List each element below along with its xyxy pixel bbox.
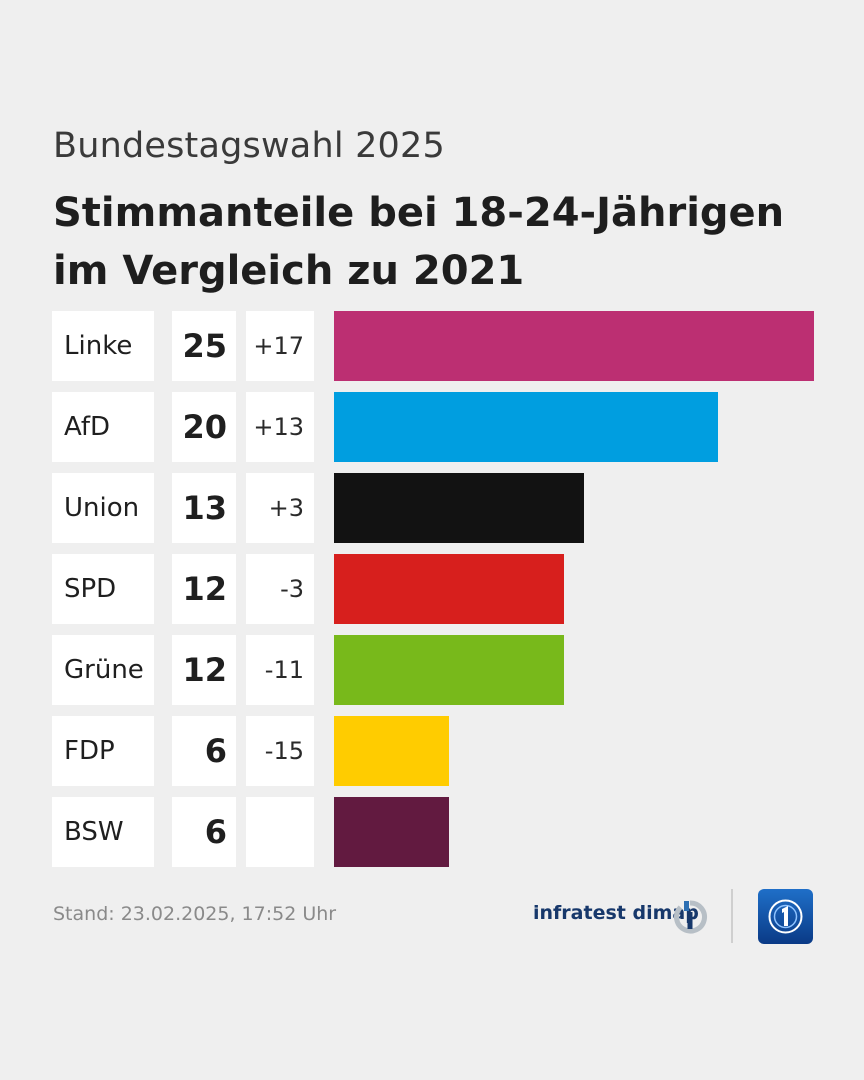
chart-row-bsw: BSW 6 bbox=[52, 797, 822, 867]
chart-title-line-2: im Vergleich zu 2021 bbox=[53, 248, 525, 294]
party-label: Linke bbox=[64, 331, 133, 361]
vote-share-value: 6 bbox=[204, 732, 227, 770]
chart-row-linke: Linke 25 +17 bbox=[52, 311, 822, 381]
party-label-cell: FDP bbox=[52, 716, 154, 786]
party-label-cell: Union bbox=[52, 473, 154, 543]
footer-divider bbox=[731, 889, 733, 943]
bar-spd bbox=[334, 554, 564, 624]
party-label-cell: Linke bbox=[52, 311, 154, 381]
party-label: AfD bbox=[64, 412, 111, 442]
bar-fdp bbox=[334, 716, 449, 786]
change-value: +17 bbox=[253, 332, 304, 360]
party-label-cell: BSW bbox=[52, 797, 154, 867]
chart-row-fdp: FDP 6 -15 bbox=[52, 716, 822, 786]
change-value: -11 bbox=[264, 656, 304, 684]
chart-row-union: Union 13 +3 bbox=[52, 473, 822, 543]
change-cell: +17 bbox=[246, 311, 314, 381]
vote-share-cell: 6 bbox=[172, 716, 236, 786]
vote-share-cell: 6 bbox=[172, 797, 236, 867]
vote-share-value: 13 bbox=[182, 489, 227, 527]
change-value: +13 bbox=[253, 413, 304, 441]
change-cell: -11 bbox=[246, 635, 314, 705]
party-label: Grüne bbox=[64, 655, 144, 685]
party-label: FDP bbox=[64, 736, 115, 766]
change-value: -3 bbox=[280, 575, 304, 603]
vote-share-cell: 12 bbox=[172, 554, 236, 624]
bar-afd bbox=[334, 392, 718, 462]
infratest-dimap-logo-icon bbox=[674, 900, 707, 934]
party-label-cell: AfD bbox=[52, 392, 154, 462]
chart-row-afd: AfD 20 +13 bbox=[52, 392, 822, 462]
vote-share-cell: 20 bbox=[172, 392, 236, 462]
chart-row-spd: SPD 12 -3 bbox=[52, 554, 822, 624]
chart-row-grüne: Grüne 12 -11 bbox=[52, 635, 822, 705]
vote-share-cell: 13 bbox=[172, 473, 236, 543]
change-cell: -15 bbox=[246, 716, 314, 786]
change-value: +3 bbox=[268, 494, 304, 522]
bar-bsw bbox=[334, 797, 449, 867]
change-value: -15 bbox=[264, 737, 304, 765]
party-label: BSW bbox=[64, 817, 124, 847]
vote-share-cell: 25 bbox=[172, 311, 236, 381]
vote-share-value: 25 bbox=[182, 327, 227, 365]
source-label: infratest dimap bbox=[533, 902, 699, 924]
party-label-cell: Grüne bbox=[52, 635, 154, 705]
chart-title: Stimmanteile bei 18-24-Jährigen im Vergl… bbox=[53, 184, 833, 300]
change-cell: +3 bbox=[246, 473, 314, 543]
vote-share-value: 6 bbox=[204, 813, 227, 851]
vote-share-value: 12 bbox=[182, 570, 227, 608]
bar-grüne bbox=[334, 635, 564, 705]
chart-title-line-1: Stimmanteile bei 18-24-Jährigen bbox=[53, 190, 785, 236]
bar-linke bbox=[334, 311, 814, 381]
bar-chart: Linke 25 +17 AfD 20 +13 Union 13 +3 SPD 12 -3 Grüne 1… bbox=[52, 311, 822, 871]
change-cell: +13 bbox=[246, 392, 314, 462]
change-cell: -3 bbox=[246, 554, 314, 624]
change-cell bbox=[246, 797, 314, 867]
chart-subtitle: Bundestagswahl 2025 bbox=[53, 126, 445, 166]
party-label: Union bbox=[64, 493, 140, 523]
vote-share-value: 20 bbox=[182, 408, 227, 446]
bar-union bbox=[334, 473, 584, 543]
vote-share-cell: 12 bbox=[172, 635, 236, 705]
party-label: SPD bbox=[64, 574, 117, 604]
tagesschau-logo-icon bbox=[758, 889, 813, 944]
timestamp: Stand: 23.02.2025, 17:52 Uhr bbox=[53, 903, 337, 925]
vote-share-value: 12 bbox=[182, 651, 227, 689]
party-label-cell: SPD bbox=[52, 554, 154, 624]
